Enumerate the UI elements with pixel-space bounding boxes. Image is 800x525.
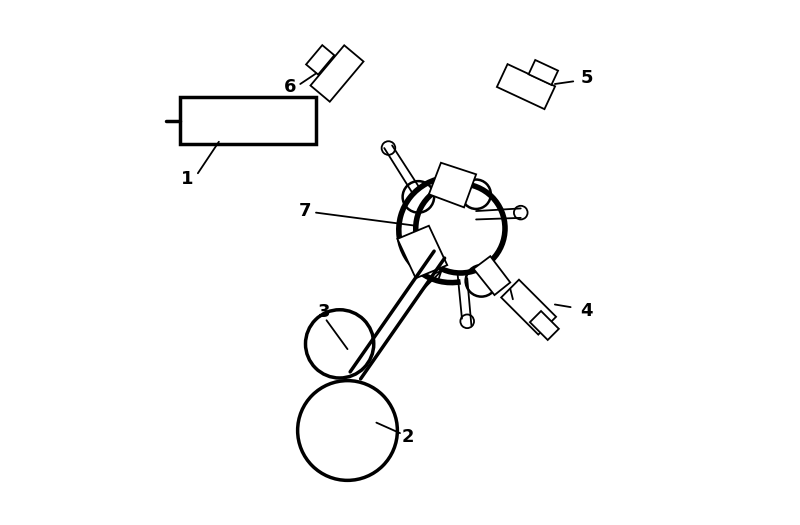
Text: 1: 1: [181, 170, 194, 187]
Text: 5: 5: [580, 69, 593, 87]
Text: 7: 7: [299, 202, 312, 220]
Polygon shape: [529, 60, 558, 85]
Polygon shape: [530, 311, 559, 340]
Polygon shape: [474, 256, 510, 295]
Polygon shape: [497, 64, 555, 109]
Polygon shape: [179, 97, 316, 144]
Polygon shape: [306, 45, 334, 75]
Text: 4: 4: [580, 302, 593, 320]
Text: 2: 2: [402, 428, 414, 446]
Polygon shape: [398, 226, 447, 278]
Polygon shape: [310, 45, 363, 102]
Text: 3: 3: [318, 303, 330, 321]
Text: 6: 6: [283, 78, 296, 96]
Polygon shape: [501, 280, 556, 334]
Polygon shape: [429, 163, 476, 207]
